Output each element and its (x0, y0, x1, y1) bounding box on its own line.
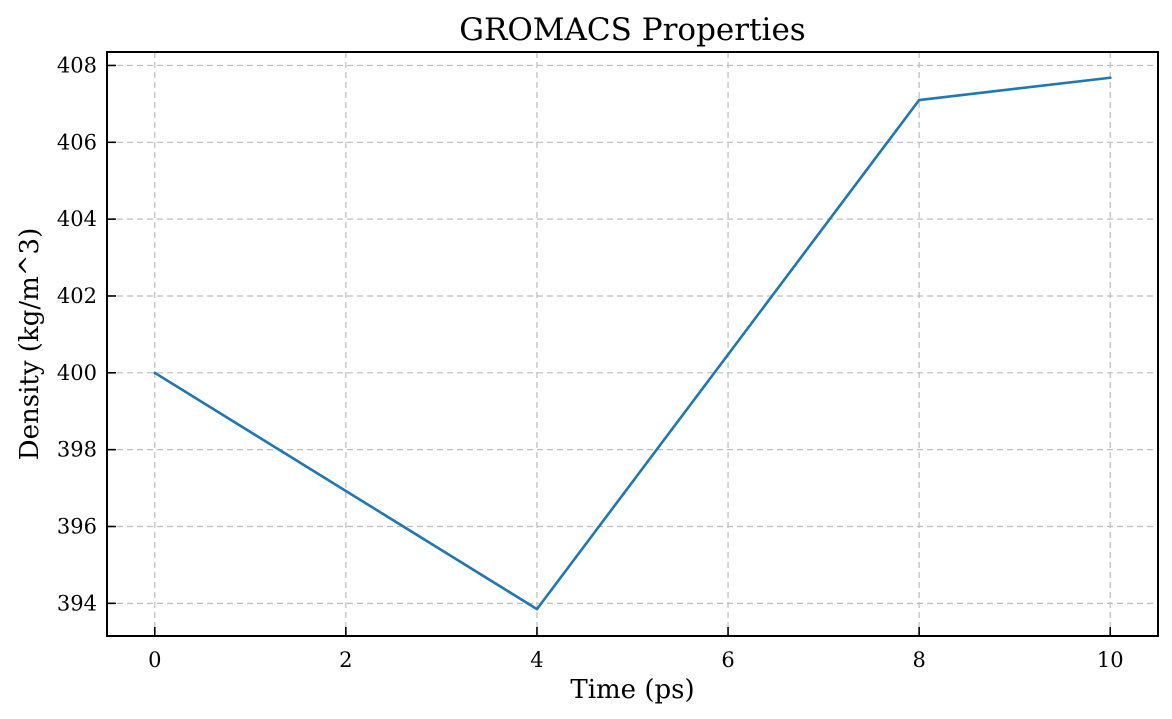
chart-title: GROMACS Properties (459, 12, 805, 48)
x-tick-label: 6 (721, 648, 734, 672)
x-tick-label: 2 (339, 648, 352, 672)
y-axis-label: Density (kg/m^3) (15, 228, 45, 460)
y-tick-label: 406 (57, 130, 97, 154)
y-tick-label: 398 (57, 438, 97, 462)
y-tick-label: 404 (57, 207, 97, 231)
y-tick-label: 396 (57, 515, 97, 539)
y-tick-label: 400 (57, 361, 97, 385)
x-tick-label: 10 (1097, 648, 1124, 672)
x-tick-label: 0 (148, 648, 161, 672)
data-point (535, 607, 539, 611)
plot-frame (106, 51, 1159, 637)
axis-ticks: 0 2 4 6 8 10 394 396 398 400 402 404 406 408 (57, 53, 1124, 672)
data-point (1108, 76, 1112, 80)
data-point (153, 371, 157, 375)
data-point (917, 98, 921, 102)
x-axis-label: Time (ps) (570, 675, 694, 705)
x-tick-label: 4 (530, 648, 543, 672)
x-tick-label: 8 (912, 648, 925, 672)
y-tick-label: 402 (57, 284, 97, 308)
series-line (153, 76, 1112, 611)
series-layer (153, 76, 1112, 611)
y-tick-label: 408 (57, 53, 97, 77)
grid (107, 52, 1158, 636)
y-tick-label: 394 (57, 591, 97, 615)
